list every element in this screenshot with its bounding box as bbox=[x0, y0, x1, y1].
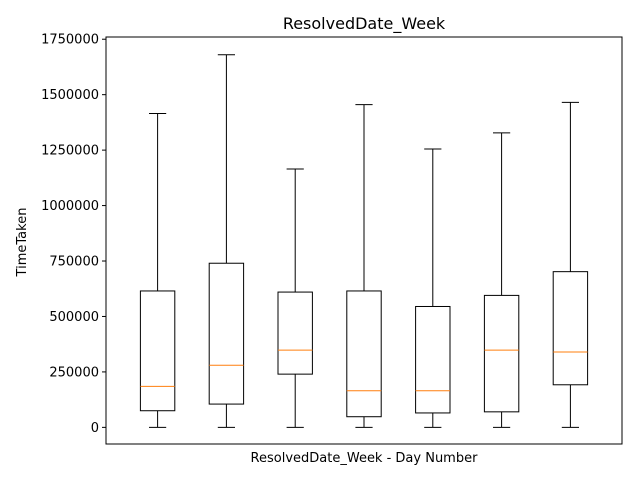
y-tick-label: 250000 bbox=[49, 365, 99, 380]
box bbox=[139, 290, 176, 412]
box bbox=[346, 290, 382, 418]
box-group bbox=[346, 104, 382, 428]
y-axis: 0 250000 500000 750000 1000000 1250000 1500000… bbox=[41, 33, 106, 436]
x-axis-label: ResolvedDate_Week - Day Number bbox=[251, 451, 479, 466]
plot-area bbox=[139, 54, 589, 428]
y-tick-label: 1750000 bbox=[41, 33, 99, 48]
y-tick-label: 1500000 bbox=[41, 88, 99, 103]
box-group bbox=[552, 101, 589, 428]
box-group bbox=[277, 168, 313, 428]
chart-title: ResolvedDate_Week bbox=[283, 14, 446, 34]
y-tick-label: 750000 bbox=[49, 255, 99, 270]
box bbox=[208, 262, 245, 405]
box bbox=[552, 271, 589, 386]
y-axis-label: TimeTaken bbox=[15, 208, 30, 278]
box-group bbox=[139, 113, 176, 428]
y-tick-label: 1000000 bbox=[41, 199, 99, 214]
y-tick-label: 500000 bbox=[49, 310, 99, 325]
box-group bbox=[483, 132, 520, 428]
y-tick-label: 0 bbox=[91, 421, 99, 436]
box bbox=[277, 291, 313, 375]
box-group bbox=[415, 148, 451, 428]
box bbox=[483, 294, 520, 413]
axes-frame bbox=[105, 36, 623, 445]
y-tick-label: 1250000 bbox=[41, 144, 99, 159]
box bbox=[415, 305, 451, 414]
box-group bbox=[208, 54, 245, 428]
